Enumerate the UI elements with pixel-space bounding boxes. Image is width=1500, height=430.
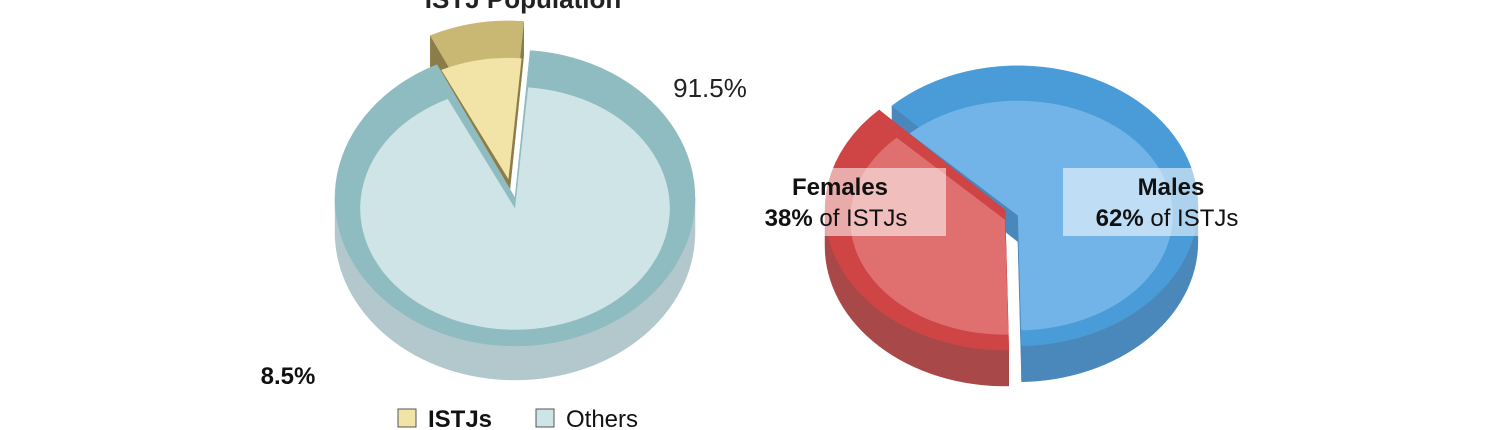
label-suffix-females: of ISTJs (813, 205, 908, 232)
pie-slice-others (334, 50, 696, 381)
chart-title: ISTJ Population (425, 0, 621, 14)
label-name-females: Females (792, 174, 888, 201)
label-pct-males: 62% (1096, 205, 1144, 232)
legend-swatch-others (535, 408, 555, 428)
pie-top-others (360, 87, 670, 330)
pie-top-istjs (441, 57, 522, 180)
label-box-females (732, 168, 946, 236)
label-pct-females: 38% (765, 205, 813, 232)
label-value-females: 38% of ISTJs (765, 205, 908, 232)
legend-label-others: Others (566, 406, 638, 430)
label-value-males: 62% of ISTJs (1096, 205, 1239, 232)
legend-label-istjs: ISTJs (428, 406, 492, 430)
label-name-males: Males (1138, 174, 1205, 201)
pie-slice-males (891, 65, 1199, 383)
data-label-istjs: 8.5% (261, 363, 316, 390)
data-label-others: 91.5% (673, 73, 747, 103)
pie-top-males (909, 100, 1173, 331)
label-suffix-males: of ISTJs (1144, 205, 1239, 232)
legend: ISTJs Others (397, 406, 638, 430)
istj-population-pie (334, 20, 696, 381)
label-box-males (1063, 168, 1279, 236)
data-label-males: Males 62% of ISTJs (1063, 168, 1279, 236)
legend-swatch-istjs (397, 408, 417, 428)
data-label-females: Females 38% of ISTJs (732, 168, 946, 236)
